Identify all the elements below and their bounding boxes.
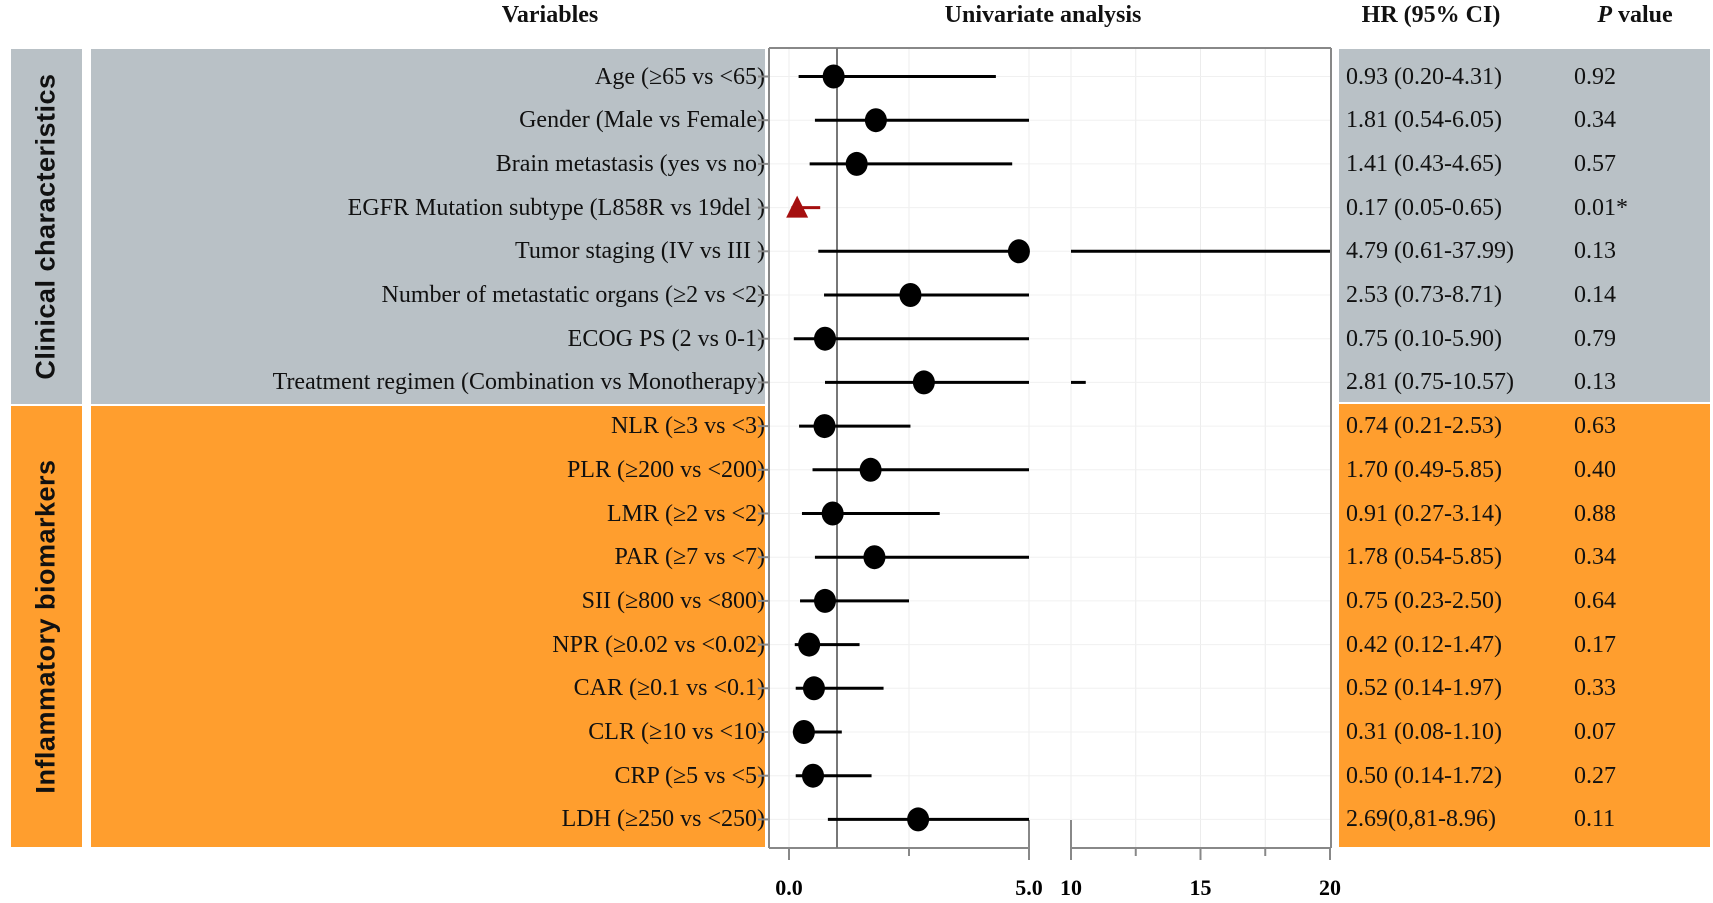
x-tick-label: 0.0 — [775, 875, 803, 900]
hr-point — [864, 108, 887, 133]
header-univariate-analysis: Univariate analysis — [944, 2, 1142, 28]
p-value: 0.07 — [1574, 719, 1616, 745]
hr-point — [792, 720, 815, 744]
hr-ci-value: 1.78 (0.54-5.85) — [1346, 544, 1502, 571]
hr-point — [899, 283, 922, 307]
variables-panel-inflammatory — [91, 406, 765, 847]
p-value: 0.40 — [1574, 456, 1616, 483]
hr-ci-value: 0.75 (0.10-5.90) — [1346, 325, 1502, 352]
x-tick-label: 15 — [1190, 875, 1212, 900]
hr-ci-value: 0.75 (0.23-2.50) — [1346, 587, 1502, 614]
variable-label: NLR (≥3 vs <3) — [610, 413, 765, 440]
hr-point — [822, 64, 845, 89]
p-value: 0.33 — [1574, 675, 1616, 702]
variable-label: Age (≥65 vs <65) — [594, 63, 765, 90]
hr-ci-value: 0.93 (0.20-4.31) — [1346, 63, 1502, 90]
variable-label: CLR (≥10 vs <10) — [588, 719, 765, 745]
hr-point — [845, 151, 868, 176]
plot-background — [769, 48, 1331, 848]
header-p-rest: value — [1612, 2, 1673, 28]
variable-label: Tumor staging (IV vs III ) — [515, 238, 765, 265]
p-value: 0.88 — [1574, 500, 1616, 527]
header-hr: HR (95% CI) — [1361, 2, 1501, 28]
p-value: 0.64 — [1574, 587, 1616, 614]
hr-ci-value: 0.91 (0.27-3.14) — [1346, 500, 1502, 527]
p-value: 0.34 — [1574, 544, 1616, 571]
variable-label: PLR (≥200 vs <200) — [566, 456, 765, 483]
hr-point — [912, 370, 935, 395]
hr-point — [802, 676, 825, 701]
hr-point — [859, 457, 882, 482]
x-tick-label: 10 — [1060, 875, 1082, 900]
p-value: 0.27 — [1574, 762, 1616, 789]
hr-ci-value: 0.42 (0.12-1.47) — [1346, 631, 1502, 658]
variable-label: LDH (≥250 vs <250) — [561, 806, 765, 833]
p-value: 0.13 — [1574, 369, 1616, 396]
hr-ci-value: 2.53 (0.73-8.71) — [1346, 282, 1502, 308]
p-value: 0.63 — [1574, 413, 1616, 440]
p-value: 0.79 — [1574, 325, 1616, 352]
header-p-italic: P — [1597, 2, 1612, 28]
results-panel-inflammatory — [1339, 404, 1710, 847]
p-value: 0.92 — [1574, 63, 1616, 90]
group-label-clinical: Clinical characteristics — [11, 49, 82, 404]
hr-point — [814, 326, 836, 351]
p-value: 0.14 — [1574, 282, 1616, 308]
p-value: 0.11 — [1574, 806, 1616, 833]
hr-ci-value: 0.52 (0.14-1.97) — [1346, 675, 1502, 702]
hr-point — [798, 632, 821, 657]
variable-label: PAR (≥7 vs <7) — [614, 544, 765, 571]
hr-ci-value: 2.81 (0.75-10.57) — [1346, 369, 1514, 396]
variable-label: Number of metastatic organs (≥2 vs <2) — [381, 282, 765, 308]
hr-point — [907, 807, 930, 832]
p-value: 0.57 — [1574, 150, 1616, 177]
variable-label: NPR (≥0.02 vs <0.02) — [552, 631, 765, 658]
hr-point — [863, 545, 886, 570]
hr-ci-value: 1.41 (0.43-4.65) — [1346, 150, 1502, 177]
hr-point — [802, 763, 824, 788]
p-value: 0.13 — [1574, 238, 1616, 265]
header-p-value: P value — [1597, 2, 1672, 29]
hr-ci-value: 0.31 (0.08-1.10) — [1346, 719, 1502, 745]
variable-label: CRP (≥5 vs <5) — [614, 762, 765, 789]
p-value: 0.34 — [1574, 107, 1616, 134]
variable-label: CAR (≥0.1 vs <0.1) — [573, 675, 765, 702]
p-value: 0.17 — [1574, 631, 1616, 658]
variable-label: Treatment regimen (Combination vs Monoth… — [272, 369, 765, 396]
group-label-inflammatory: Inflammatory biomarkers — [11, 406, 82, 847]
hr-ci-value: 1.70 (0.49-5.85) — [1346, 456, 1502, 483]
hr-ci-value: 2.69(0,81-8.96) — [1346, 806, 1496, 833]
variable-label: LMR (≥2 vs <2) — [606, 500, 765, 527]
hr-ci-value: 0.17 (0.05-0.65) — [1346, 194, 1502, 221]
hr-ci-value: 1.81 (0.54-6.05) — [1346, 107, 1502, 134]
hr-ci-value: 0.50 (0.14-1.72) — [1346, 762, 1502, 789]
hr-point — [821, 501, 844, 526]
significant-hr-marker — [786, 195, 809, 218]
results-panel-clinical — [1339, 49, 1710, 402]
variable-label: EGFR Mutation subtype (L858R vs 19del ) — [347, 194, 765, 221]
hr-point — [813, 414, 836, 439]
variable-label: ECOG PS (2 vs 0-1) — [567, 325, 765, 352]
hr-ci-value: 4.79 (0.61-37.99) — [1346, 238, 1514, 265]
header-variables: Variables — [501, 2, 599, 28]
p-value: 0.01* — [1574, 194, 1628, 221]
variables-panel-clinical — [91, 49, 765, 404]
hr-point — [1007, 239, 1030, 264]
variable-label: SII (≥800 vs <800) — [581, 587, 765, 614]
hr-ci-value: 0.74 (0.21-2.53) — [1346, 413, 1502, 440]
x-tick-label: 5.0 — [1015, 875, 1043, 900]
variable-label: Gender (Male vs Female) — [519, 107, 765, 134]
variable-label: Brain metastasis (yes vs no) — [495, 150, 765, 177]
x-tick-label: 20 — [1319, 875, 1341, 900]
hr-point — [814, 588, 836, 613]
